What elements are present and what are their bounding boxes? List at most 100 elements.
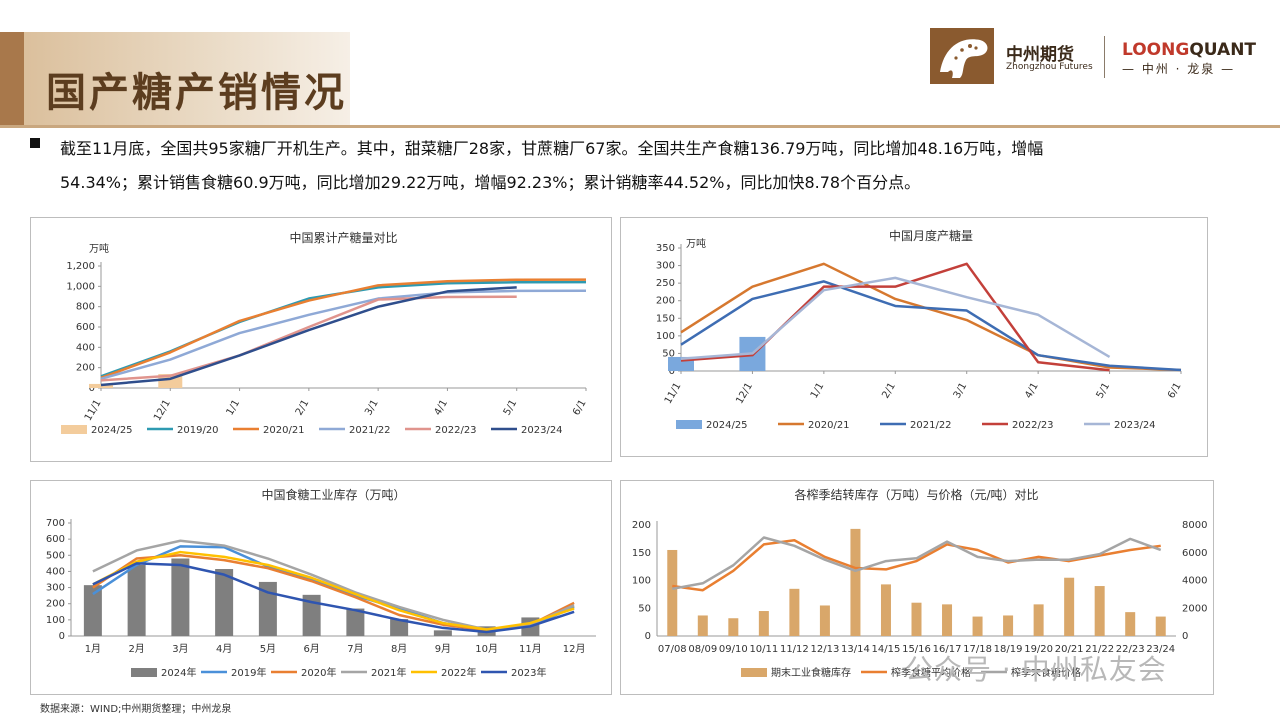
legend-label-榨季食糖平均价格: 榨季食糖平均价格 (891, 666, 971, 679)
bar-期末工业食糖库存-17/18 (972, 616, 983, 636)
y-tick-label: 0 (669, 366, 675, 377)
chart-title: 中国食糖工业库存（万吨） (261, 487, 405, 502)
header-divider (0, 125, 1280, 128)
partner-name-cn: — 中州 · 龙泉 — (1122, 62, 1236, 76)
x-tick-label: 19/20 (1024, 644, 1053, 655)
legend-swatch-2024/25 (61, 425, 87, 434)
y-tick-label: 1,000 (66, 281, 95, 292)
x-tick-label: 3/1 (363, 398, 381, 417)
legend-label-2021/22: 2021/22 (910, 420, 952, 431)
partner-logo-b: QUANT (1189, 40, 1257, 60)
x-tick-label: 08/09 (688, 644, 717, 655)
x-tick-label: 16/17 (933, 644, 962, 655)
x-tick-label: 2/1 (294, 398, 312, 417)
x-tick-label: 17/18 (963, 644, 992, 655)
chart-panel-carryover-vs-price: 各榨季结转库存（万吨）与价格（元/吨）对比 0 50 100 150 200 0 2000 40… (620, 480, 1214, 695)
y-tick-label: 0 (59, 631, 65, 642)
x-tick-label: 07/08 (658, 644, 687, 655)
legend-label-2023/24: 2023/24 (1114, 420, 1156, 431)
legend-label-期末工业食糖库存: 期末工业食糖库存 (771, 666, 851, 679)
legend-label-2022/23: 2022/23 (1012, 420, 1054, 431)
x-tick-label: 09/10 (719, 644, 748, 655)
page-title: 国产糖产销情况 (46, 70, 347, 116)
legend-label-2024年: 2024年 (161, 666, 196, 679)
legend-label-2020/21: 2020/21 (263, 425, 305, 436)
legend-swatch-2024年 (131, 668, 157, 677)
x-tick-label: 12/1 (152, 398, 173, 423)
y-tick-label: 200 (76, 363, 95, 374)
y-tick-label: 500 (46, 550, 65, 561)
y-tick-label: 250 (656, 278, 675, 289)
series-line-榨季末食糖价格 (672, 536, 1162, 591)
series-line-2020年 (92, 554, 575, 632)
legend-label-2022年: 2022年 (441, 666, 476, 679)
y-tick-label: 50 (638, 603, 651, 614)
x-tick-label: 2/1 (880, 381, 898, 400)
bar-期末工业食糖库存-22/23 (1125, 612, 1136, 636)
x-tick-label: 12/13 (810, 644, 839, 655)
bar-期末工业食糖库存-23/24 (1155, 616, 1166, 636)
y-tick-label: 600 (76, 322, 95, 333)
x-tick-label: 11/12 (780, 644, 809, 655)
x-tick-label: 5/1 (1095, 381, 1113, 400)
y-tick-label: 300 (46, 583, 65, 594)
y-tick-label: 50 (662, 348, 675, 359)
y-tick-label: 400 (46, 566, 65, 577)
x-tick-label: 7月 (347, 643, 363, 655)
bar-期末工业食糖库存-07/08 (667, 549, 678, 636)
series-line-2021/22 (680, 280, 1182, 372)
y-tick-label: 350 (656, 243, 675, 254)
x-tick-label: 4月 (216, 643, 232, 655)
bar-期末工业食糖库存-19/20 (1033, 604, 1044, 636)
y-tick-label: 200 (46, 599, 65, 610)
bar-期末工业食糖库存-21/22 (1094, 586, 1105, 636)
y-tick-label: 600 (46, 534, 65, 545)
x-tick-label: 6月 (303, 643, 319, 655)
bar-2024年-7月 (346, 608, 365, 636)
y-axis-unit: 万吨 (686, 237, 706, 250)
legend-label-榨季末食糖价格: 榨季末食糖价格 (1011, 666, 1081, 679)
y2-tick-label: 4000 (1182, 576, 1207, 587)
x-tick-label: 4/1 (432, 398, 450, 417)
y-tick-label: 400 (76, 342, 95, 353)
partner-logo-a: LOONG (1122, 40, 1190, 60)
x-tick-label: 1/1 (225, 398, 243, 417)
series-line-2022/23 (100, 295, 517, 382)
y2-tick-label: 2000 (1182, 603, 1207, 614)
series-line-2021/22 (100, 289, 587, 381)
x-tick-label: 9月 (435, 643, 451, 655)
chart-carryover-vs-price: 各榨季结转库存（万吨）与价格（元/吨）对比0501001502000200040… (632, 487, 1208, 679)
y2-tick-label: 6000 (1182, 548, 1207, 559)
legend-label-2019/20: 2019/20 (177, 425, 219, 436)
data-source-note: 数据来源：WIND;中州期货整理；中州龙泉 (40, 704, 232, 715)
x-tick-label: 18/19 (994, 644, 1023, 655)
x-tick-label: 6/1 (571, 398, 589, 417)
bar-期末工业食糖库存-08/09 (697, 615, 708, 636)
chart-panel-monthly-production: 中国月度产糖量 万吨 0 50 100 150 200 250 300 350 11/1 12/1 1/… (620, 217, 1208, 457)
x-tick-label: 4/1 (1023, 381, 1041, 400)
x-tick-label: 3月 (172, 643, 188, 655)
legend-swatch-2024/25 (676, 420, 702, 429)
x-tick-label: 3/1 (952, 381, 970, 400)
series-line-2022/23 (680, 262, 1110, 372)
chart-title: 各榨季结转库存（万吨）与价格（元/吨）对比 (794, 487, 1038, 502)
x-tick-label: 5月 (260, 643, 276, 655)
bullet-square-icon (30, 138, 40, 148)
series-line-2023年 (92, 562, 575, 634)
y-tick-label: 100 (46, 615, 65, 626)
legend-label-2021/22: 2021/22 (349, 425, 391, 436)
chart-title: 中国累计产糖量对比 (289, 230, 397, 245)
x-tick-label: 11月 (519, 643, 542, 655)
zhongzhou-leopard-logo-icon (930, 28, 994, 84)
bar-2024年-3月 (171, 558, 190, 636)
bar-期末工业食糖库存-11/12 (789, 588, 800, 636)
bar-期末工业食糖库存-15/16 (911, 602, 922, 636)
y-tick-label: 200 (656, 296, 675, 307)
y-tick-label: 0 (645, 631, 651, 642)
x-tick-label: 5/1 (502, 398, 520, 417)
x-tick-label: 2月 (128, 643, 144, 655)
title-banner-accent (0, 32, 24, 126)
y-tick-label: 100 (656, 331, 675, 342)
bar-2024年-1月 (83, 585, 102, 636)
x-tick-label: 10/11 (749, 644, 778, 655)
